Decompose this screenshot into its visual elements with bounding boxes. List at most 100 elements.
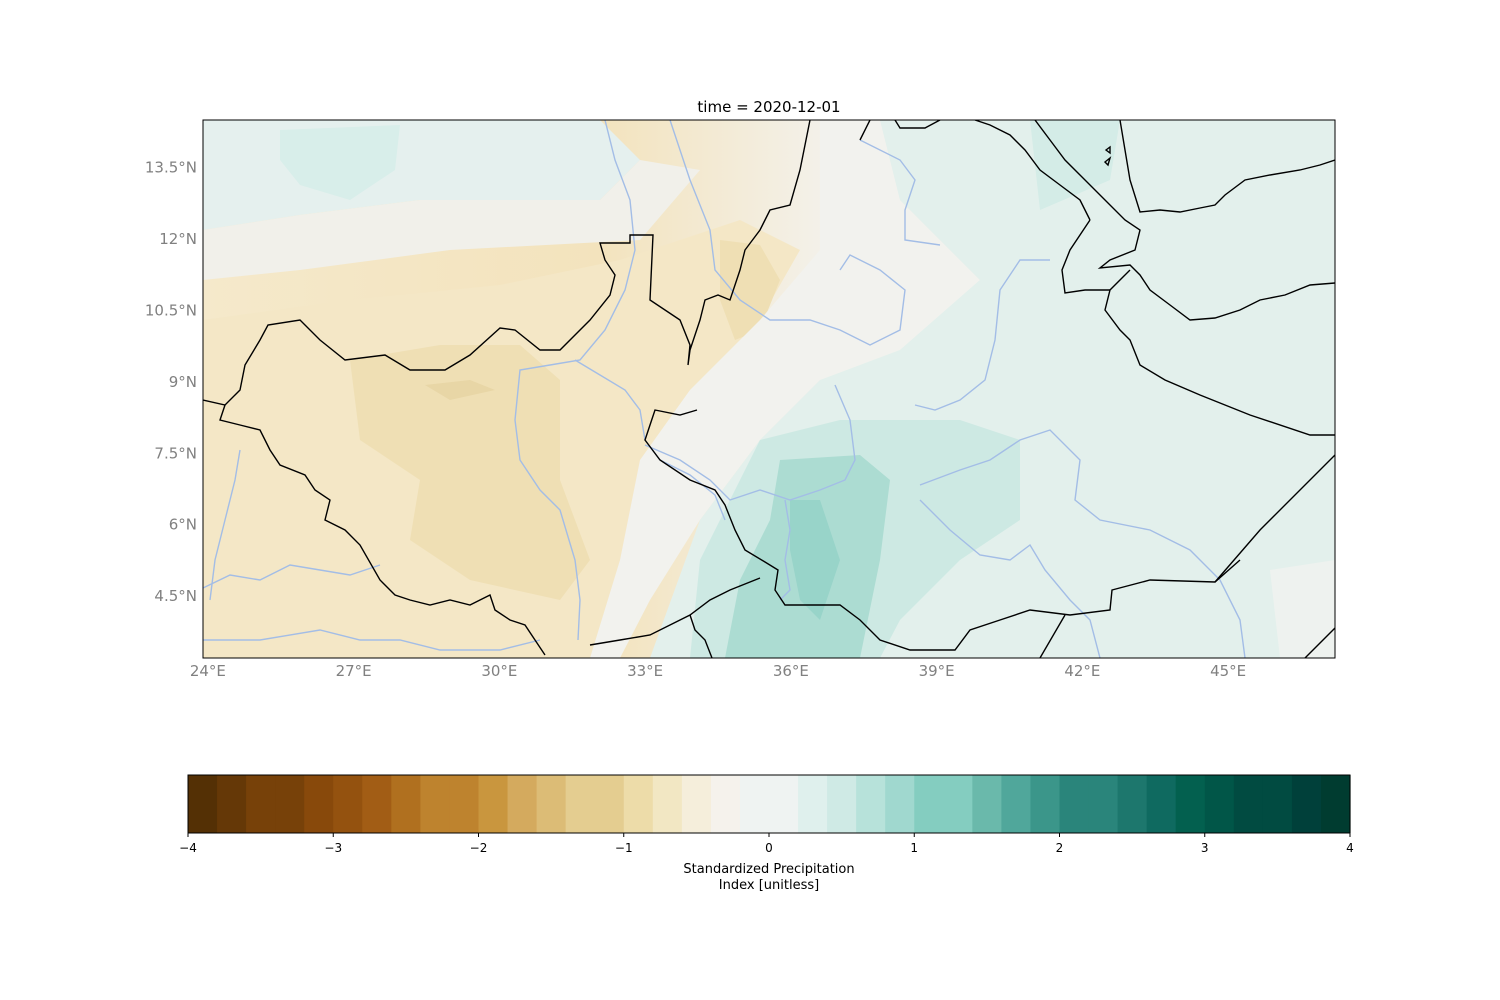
colorbar-tick-label: 0 — [765, 841, 773, 855]
field-contour-neutral — [590, 120, 980, 658]
colorbar-swatch — [856, 775, 886, 833]
lat-tick-label: 9°N — [169, 373, 197, 391]
lat-tick-label: 6°N — [169, 516, 197, 534]
colorbar-swatch — [710, 775, 741, 833]
colorbar-swatch — [1088, 775, 1119, 833]
border-uganda-drc — [689, 614, 713, 658]
colorbar-swatch — [652, 775, 683, 833]
river-awash — [914, 259, 1050, 411]
colorbar-swatch — [1001, 775, 1032, 833]
colorbar-tick-label: −1 — [615, 841, 633, 855]
colorbar-swatch — [972, 775, 1002, 833]
plot-title: time = 2020-12-01 — [697, 98, 840, 116]
colorbar-swatch — [739, 775, 770, 833]
colorbar-swatch — [1117, 775, 1148, 833]
colorbar-label-line2: Index [unitless] — [719, 878, 819, 893]
colorbar-swatch — [1030, 775, 1061, 833]
colorbar-swatch — [1059, 775, 1090, 833]
colorbar-swatch — [827, 775, 857, 833]
colorbar-swatch — [1204, 775, 1235, 833]
colorbar-swatch — [594, 775, 625, 833]
river-southwest — [203, 564, 381, 589]
coast-red-sea — [1034, 120, 1335, 321]
lon-tick-labels: 24°E 27°E 30°E 33°E 36°E 39°E 42°E 45°E — [190, 662, 1246, 680]
colorbar-swatch — [943, 775, 973, 833]
river-white-nile — [514, 120, 636, 641]
lon-tick-label: 33°E — [627, 662, 663, 680]
map-field — [203, 120, 1335, 658]
river-blue-nile — [669, 120, 906, 346]
colorbar-tick-label: 1 — [910, 841, 918, 855]
colorbar-swatch — [420, 775, 451, 833]
lon-tick-label: 30°E — [481, 662, 517, 680]
colorbar-swatch — [885, 775, 915, 833]
colorbar-tick-label: 3 — [1201, 841, 1209, 855]
colorbar-swatch — [536, 775, 567, 833]
lat-tick-label: 4.5°N — [154, 587, 197, 605]
border-kenya-somalia — [1039, 614, 1066, 658]
colorbar-ticks: −4 −3 −2 −1 0 1 2 3 4 — [179, 833, 1354, 855]
river-southwest-2 — [209, 449, 241, 601]
colorbar-swatch — [362, 775, 392, 833]
colorbar-swatch — [1146, 775, 1177, 833]
colorbar-swatch — [333, 775, 363, 833]
border-ethiopia-eritrea — [1061, 219, 1110, 294]
coast-arabia — [1119, 120, 1335, 213]
lat-tick-label: 10.5°N — [145, 301, 197, 319]
border-south-sudan-ethiopia — [644, 409, 1241, 651]
field-contour-se — [1270, 560, 1335, 658]
colorbar-swatch — [769, 775, 799, 833]
lon-tick-label: 24°E — [190, 662, 226, 680]
lon-tick-label: 42°E — [1064, 662, 1100, 680]
river-atbara — [859, 139, 941, 246]
colorbar-swatch — [391, 775, 421, 833]
colorbar-swatch — [507, 775, 538, 833]
border-eritrea — [859, 120, 1091, 221]
field-contour-band — [203, 160, 700, 280]
colorbar-swatch — [681, 775, 712, 833]
border-kenya-uganda — [589, 577, 761, 646]
lat-tick-label: 12°N — [159, 230, 197, 248]
river-omo — [779, 499, 791, 601]
lon-tick-label: 45°E — [1210, 662, 1246, 680]
colorbar-tick-label: −4 — [179, 841, 197, 855]
colorbar-swatch — [449, 775, 480, 833]
border-ethiopia-somalia — [1214, 454, 1335, 583]
colorbar-swatch — [188, 775, 218, 833]
colorbar — [187, 774, 1351, 834]
colorbar-swatch — [1233, 775, 1264, 833]
colorbar-swatch — [1291, 775, 1322, 833]
field-contour-wet-4 — [790, 500, 840, 620]
lat-tick-label: 13.5°N — [145, 159, 197, 177]
colorbar-tick-label: 4 — [1346, 841, 1354, 855]
lon-tick-label: 39°E — [919, 662, 955, 680]
lake-island-2 — [1103, 156, 1112, 167]
border-ethiopia-somaliland — [1104, 269, 1335, 436]
border-sudan-south-sudan — [203, 120, 811, 406]
lon-tick-label: 36°E — [773, 662, 809, 680]
colorbar-swatch — [217, 775, 247, 833]
field-contour-dry-3 — [425, 380, 495, 400]
colorbar-swatch — [1262, 775, 1293, 833]
river-south — [203, 629, 541, 651]
colorbar-swatch — [798, 775, 828, 833]
river-sobat — [644, 384, 856, 501]
colorbar-tick-label: −2 — [470, 841, 488, 855]
border-kenya-tanzania — [1304, 627, 1335, 658]
colorbar-swatch — [914, 775, 944, 833]
field-contour-dry-2 — [350, 345, 590, 600]
colorbar-swatch — [304, 775, 334, 833]
colorbar-swatch — [1175, 775, 1206, 833]
colorbar-swatch — [246, 775, 276, 833]
colorbar-tick-label: −3 — [324, 841, 342, 855]
lat-tick-labels: 13.5°N 12°N 10.5°N 9°N 7.5°N 6°N 4.5°N — [145, 159, 197, 605]
colorbar-tick-label: 2 — [1056, 841, 1064, 855]
colorbar-swatch — [565, 775, 596, 833]
map-frame — [202, 119, 1336, 659]
river-shebelle — [919, 429, 1246, 658]
field-contour-nw-inner — [280, 125, 400, 200]
colorbar-swatch — [1320, 775, 1351, 833]
lat-tick-label: 7.5°N — [154, 444, 197, 462]
border-south-sudan-drc — [219, 404, 546, 656]
colorbar-swatch — [275, 775, 305, 833]
